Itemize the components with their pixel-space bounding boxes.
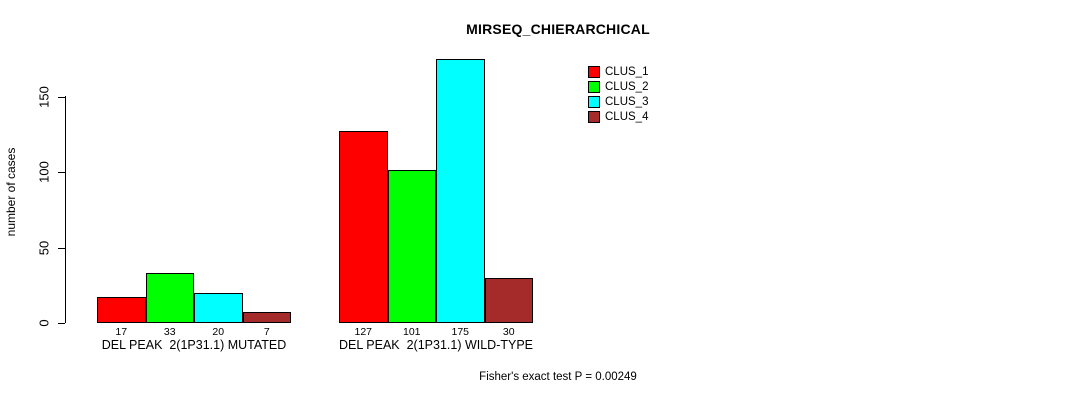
legend-label: CLUS_1: [605, 65, 649, 78]
legend-item-clus_4: CLUS_4: [588, 109, 648, 124]
y-tick-mark: [58, 323, 65, 324]
legend-item-clus_1: CLUS_1: [588, 64, 648, 79]
annotation-fisher-test: Fisher's exact test P = 0.00249: [479, 371, 637, 383]
bar-value-label: 127: [354, 326, 373, 338]
bar-value-label: 7: [263, 326, 270, 338]
legend: CLUS_1 CLUS_2 CLUS_3 CLUS_4: [588, 64, 648, 124]
y-axis: [65, 96, 66, 323]
bar-value-label: 33: [163, 326, 176, 338]
bar-value-label: 17: [115, 326, 128, 338]
y-tick-mark: [58, 247, 65, 249]
legend-item-clus_2: CLUS_2: [588, 79, 648, 94]
bar-clus_1-group1: [97, 297, 146, 323]
bar-clus_2-group1: [145, 273, 194, 323]
bar-value-label: 30: [502, 326, 515, 338]
y-tick-label: 150: [36, 85, 52, 108]
legend-label: CLUS_4: [605, 110, 649, 123]
y-tick-label: 50: [36, 240, 52, 255]
bar-value-label: 20: [212, 326, 225, 338]
chart-title: MIRSEQ_CHIERARCHICAL: [466, 21, 650, 37]
legend-swatch-clus_1: [588, 65, 600, 78]
bar-clus_3-group2: [436, 58, 485, 323]
bar-value-label: 101: [402, 326, 421, 338]
y-tick-mark: [58, 172, 65, 173]
legend-swatch-clus_2: [588, 80, 600, 93]
x-category-label: DEL PEAK 2(1P31.1) WILD-TYPE: [338, 338, 534, 352]
x-category-label: DEL PEAK 2(1P31.1) MUTATED: [101, 338, 287, 352]
bar-clus_4-group1: [242, 312, 291, 323]
bar-clus_1-group2: [339, 131, 388, 323]
legend-swatch-clus_4: [588, 110, 600, 123]
bar-clus_4-group2: [484, 277, 533, 323]
y-tick-label: 0: [36, 319, 52, 327]
bar-clus_2-group2: [387, 170, 436, 323]
legend-label: CLUS_2: [605, 80, 649, 93]
legend-swatch-clus_3: [588, 95, 600, 108]
y-axis-label: number of cases: [4, 147, 18, 237]
legend-item-clus_3: CLUS_3: [588, 94, 648, 109]
bar-clus_3-group1: [194, 292, 243, 323]
y-tick-mark: [58, 96, 65, 98]
legend-label: CLUS_3: [605, 95, 649, 108]
bar-value-label: 175: [451, 326, 470, 338]
y-tick-label: 100: [36, 161, 52, 183]
